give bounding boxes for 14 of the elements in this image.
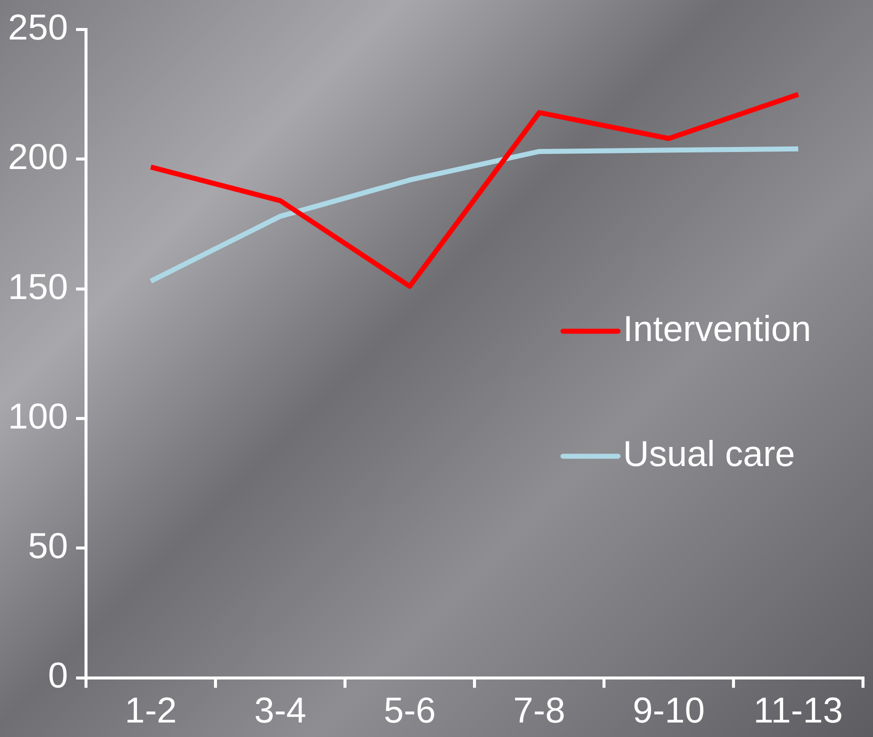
- x-tick-label: 5-6: [384, 689, 436, 730]
- x-tick-label: 7-8: [513, 689, 566, 730]
- y-tick-label: 200: [8, 136, 68, 178]
- y-tick-label: 250: [8, 6, 68, 48]
- y-tick-label: 0: [48, 654, 68, 696]
- y-tick-label: 150: [8, 266, 68, 307]
- x-tick-label: 11-13: [754, 689, 843, 730]
- legend-label: Intervention: [623, 308, 812, 350]
- x-tick-label: 9-10: [632, 689, 705, 730]
- y-tick-label: 100: [8, 395, 68, 436]
- legend-label: Usual care: [623, 433, 796, 474]
- x-tick-label: 3-4: [254, 689, 306, 730]
- x-tick-label: 1-2: [124, 689, 177, 730]
- y-tick-label: 50: [28, 525, 68, 566]
